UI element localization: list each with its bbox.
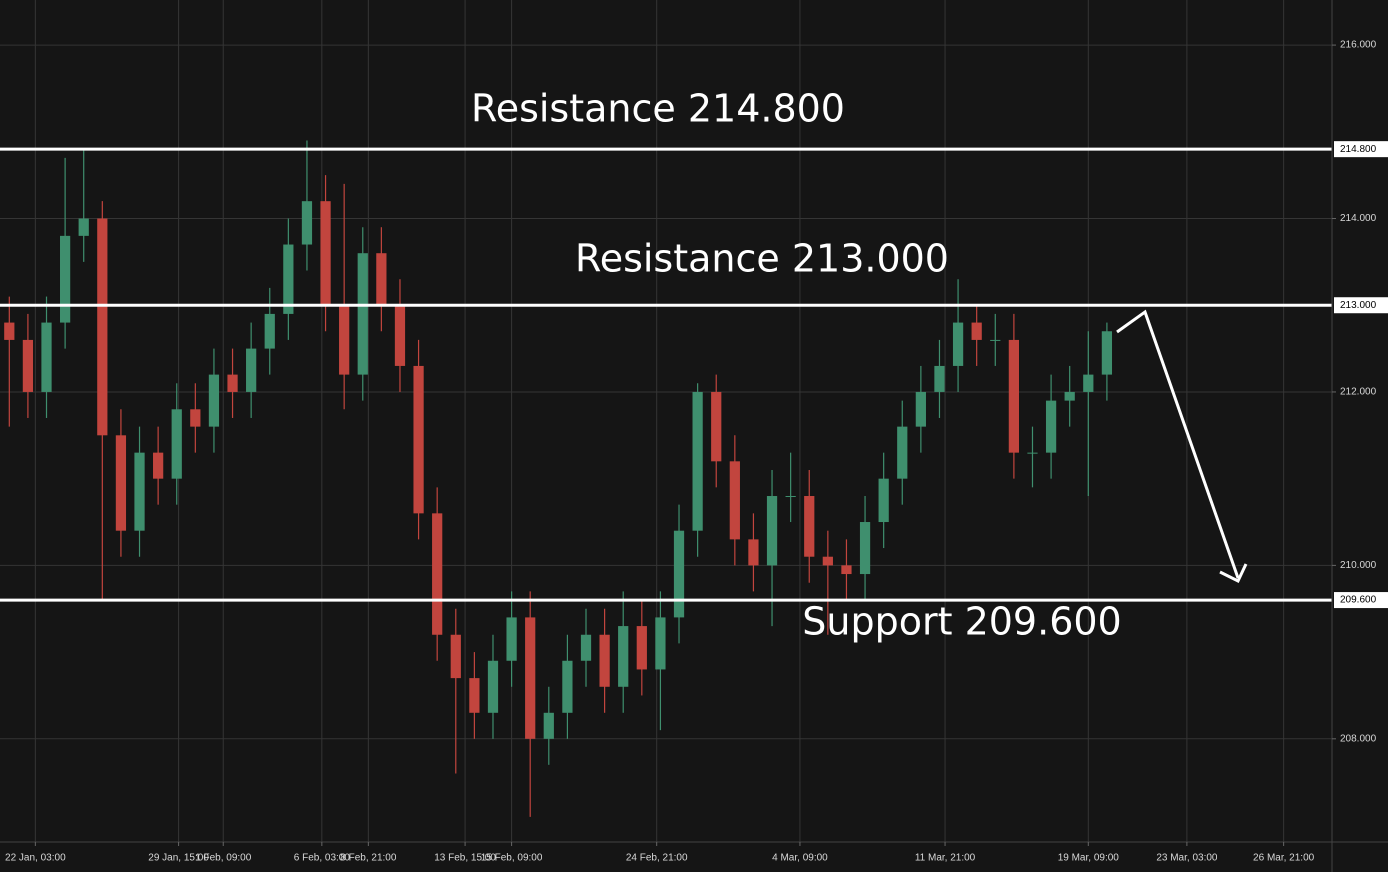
candle-body — [897, 426, 908, 479]
candle-body — [190, 409, 201, 427]
candle-body — [115, 435, 127, 531]
level-axis-box — [1334, 592, 1388, 609]
candle-body — [525, 617, 536, 739]
candle-body — [487, 660, 499, 713]
candle-body — [822, 556, 833, 566]
candle-body — [134, 452, 145, 531]
x-tick-label: 4 Mar, 09:00 — [772, 853, 828, 864]
candle-body — [729, 461, 740, 540]
y-tick-label: 208.000 — [1340, 733, 1377, 744]
candle-body — [450, 634, 461, 679]
candle-body — [4, 322, 15, 340]
level-axis-label: 213.000 — [1340, 300, 1377, 311]
candle-body — [562, 660, 573, 713]
candle-body — [841, 565, 852, 575]
candle-body — [915, 391, 926, 427]
candle-body — [804, 496, 815, 557]
candle-body — [153, 452, 164, 479]
x-tick-label: 1 Feb, 09:00 — [195, 853, 252, 864]
candle-body — [711, 391, 722, 462]
axes: 208.000 210.000 212.000 214.000 216.000 22 Ja… — [5, 40, 1388, 864]
candle-body — [580, 634, 592, 661]
level-axis-label: 214.800 — [1340, 144, 1377, 155]
level-axis-box — [1334, 141, 1388, 158]
y-tick-label: 212.000 — [1340, 387, 1377, 398]
level-label: Support 209.600 — [802, 600, 1121, 644]
levels: Resistance 214.800 Resistance 213.000 Supp… — [0, 87, 1332, 644]
candle-body — [1045, 400, 1057, 453]
candle-body — [469, 678, 480, 713]
candle-body — [1101, 331, 1113, 375]
candle-body — [785, 496, 796, 498]
x-tick-label: 19 Mar, 09:00 — [1058, 853, 1120, 864]
candle-body — [246, 348, 257, 392]
candle-body — [1027, 452, 1038, 454]
x-tick-label: 11 Mar, 21:00 — [915, 853, 976, 864]
candle-body — [208, 374, 220, 427]
candle-body — [655, 617, 666, 670]
candle-body — [227, 374, 238, 392]
y-tick-label: 214.000 — [1340, 213, 1377, 224]
candle-body — [673, 530, 685, 618]
candle-body — [78, 218, 89, 236]
x-tick-label: 8 Feb, 21:00 — [340, 853, 397, 864]
x-tick-label: 6 Feb, 03:00 — [294, 853, 351, 864]
grid — [0, 0, 1332, 842]
y-tick-label: 216.000 — [1340, 40, 1377, 51]
candle-body — [283, 244, 294, 314]
candle-body — [692, 391, 703, 531]
candle-body — [1008, 339, 1019, 453]
candle-body — [264, 313, 275, 349]
candle-body — [376, 253, 387, 306]
candle-body — [97, 218, 108, 436]
candle-body — [357, 253, 368, 375]
candle-body — [59, 235, 71, 323]
candle-body — [41, 322, 52, 392]
y-tick-label: 210.000 — [1340, 560, 1377, 571]
candle-body — [1064, 391, 1075, 401]
candle-body — [859, 522, 871, 575]
candle-body — [394, 305, 406, 366]
candle-body — [339, 305, 350, 375]
x-tick-label: 13 Feb, 15:00 — [434, 853, 496, 864]
level-axis-label: 209.600 — [1340, 595, 1377, 606]
candle-body — [413, 365, 424, 514]
candle-body — [171, 409, 182, 479]
candles — [4, 140, 1113, 817]
candle-body — [748, 539, 759, 566]
x-tick-label: 26 Mar, 21:00 — [1253, 853, 1315, 864]
candle-body — [990, 339, 1001, 341]
candle-body — [618, 626, 629, 687]
x-tick-label: 29 Jan, 15:00 — [148, 853, 209, 864]
candle-body — [636, 626, 647, 670]
candle-body — [22, 339, 34, 392]
candle-body — [301, 201, 313, 245]
level-axis-box — [1334, 297, 1388, 314]
candle-body — [934, 365, 945, 392]
candle-body — [599, 634, 610, 687]
candle-body — [952, 322, 964, 366]
x-tick-label: 15 Feb, 09:00 — [481, 853, 543, 864]
candle-body — [878, 478, 889, 523]
candle-body — [766, 496, 778, 566]
candle-body — [543, 712, 554, 739]
candle-body — [432, 513, 443, 635]
candle-body — [320, 201, 331, 306]
projection-arrow — [1116, 309, 1240, 579]
candle-body — [971, 322, 982, 340]
x-tick-label: 23 Mar, 03:00 — [1156, 853, 1218, 864]
candle-body — [506, 617, 517, 661]
candle-body — [1083, 374, 1094, 392]
level-label: Resistance 213.000 — [575, 237, 949, 281]
arrow-head — [1219, 563, 1248, 584]
level-label: Resistance 214.800 — [471, 87, 845, 131]
x-tick-label: 22 Jan, 03:00 — [5, 853, 66, 864]
x-tick-label: 24 Feb, 21:00 — [626, 853, 688, 864]
